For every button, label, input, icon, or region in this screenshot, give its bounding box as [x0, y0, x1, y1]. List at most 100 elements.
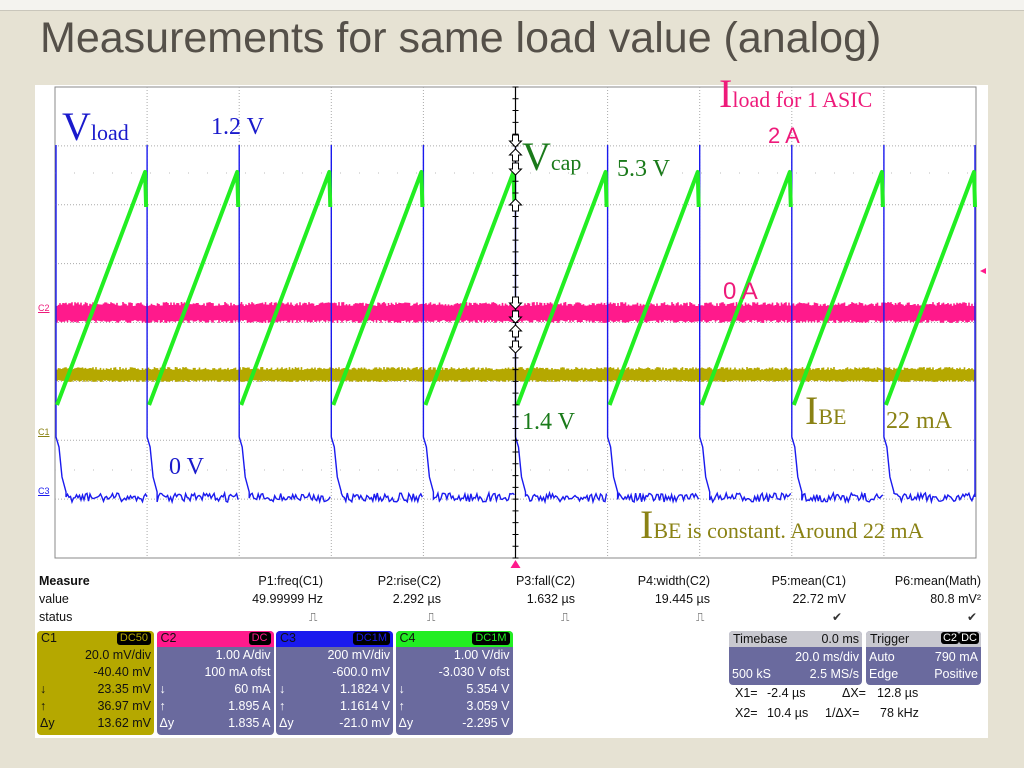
- cursor-arrow-icon: [508, 198, 523, 212]
- channel-box-c3[interactable]: C3 DC1M 200 mV/div -600.0 mV ↓ 1.1824 V ↑ 1…: [276, 631, 393, 735]
- c3-marker: C3: [38, 486, 50, 496]
- channel-up: 1.895 A: [228, 699, 271, 713]
- iload-label: Iload for 1 ASIC: [719, 71, 873, 116]
- param-name: P5:mean(C1): [771, 574, 846, 588]
- cursor-arrow-icon: [508, 324, 523, 338]
- channel-name: C3: [280, 631, 296, 645]
- iload-max-label: 2 A: [768, 123, 800, 148]
- status-row-label: status: [39, 610, 73, 624]
- timebase-delay: 0.0 ms: [821, 632, 859, 646]
- param-value: 2.292 µs: [392, 592, 441, 606]
- cursor-dx-label: ΔX=: [842, 686, 866, 700]
- channel-up: 3.059 V: [466, 699, 510, 713]
- channel-box-c4[interactable]: C4 DC1M 1.00 V/div -3.030 V ofst ↓ 5.354 V…: [395, 631, 513, 735]
- channel-name: C2: [160, 631, 177, 645]
- vload-label: Vload: [62, 104, 129, 149]
- up-key: ↑: [398, 699, 405, 713]
- cursor-x1-value: -2.4 µs: [767, 686, 806, 700]
- param-name: P1:freq(C1): [258, 574, 323, 588]
- timebase-scale: 20.0 ms/div: [795, 650, 859, 664]
- channel-name: C1: [41, 631, 57, 645]
- channel-down: 5.354 V: [466, 682, 510, 696]
- param-name: P3:fall(C2): [515, 574, 575, 588]
- down-key: ↓: [40, 682, 47, 696]
- channel-dy: 1.835 A: [228, 716, 271, 730]
- check-icon: ✔: [967, 610, 978, 624]
- channel-offset: 100 mA ofst: [204, 665, 271, 679]
- pulse-icon: ⎍: [427, 610, 436, 624]
- cursor-inv-value: 78 kHz: [880, 706, 919, 720]
- channel-offset: -600.0 mV: [332, 665, 390, 679]
- trigger-type: Edge: [869, 667, 899, 681]
- channel-up: 36.97 mV: [97, 699, 151, 713]
- trace-c2-iload: [56, 302, 976, 323]
- down-key: ↓: [398, 682, 405, 696]
- cursor-arrow-icon: [508, 310, 523, 324]
- down-key: ↓: [279, 682, 286, 696]
- cursor-x2-label: X2=: [735, 706, 758, 720]
- channel-offset: -3.030 V ofst: [438, 665, 510, 679]
- timebase-label: Timebase: [733, 632, 788, 646]
- measure-header: Measure: [39, 574, 90, 588]
- trigger-source: C2: [940, 632, 959, 644]
- ibe-label: IBE: [805, 388, 847, 433]
- param-name: P2:rise(C2): [377, 574, 441, 588]
- param-name: P6:mean(Math): [894, 574, 981, 588]
- param-value: 1.632 µs: [526, 592, 575, 606]
- down-key: ↓: [159, 682, 166, 696]
- c2-marker: C2: [38, 303, 50, 313]
- measure-panel: Measure value status P1:freq(C1) 49.99999…: [35, 572, 988, 738]
- trace-c3-vload: [55, 145, 976, 505]
- coupling-badge: DC1M: [352, 632, 390, 645]
- dy-key: Δy: [398, 716, 414, 730]
- vload-max-label: 1.2 V: [211, 114, 264, 140]
- vcap-min-label: 1.4 V: [522, 409, 575, 435]
- vload-zero-label: 0 V: [169, 454, 204, 480]
- iload-zero-label: 0 A: [723, 278, 758, 305]
- cursor-arrow-icon: [508, 296, 523, 310]
- channel-offset: -40.40 mV: [93, 665, 151, 679]
- channel-down: 60 mA: [234, 682, 271, 696]
- cursor-inv-label: 1/ΔX=: [825, 706, 860, 720]
- c1-marker: C1: [38, 427, 50, 437]
- check-icon: ✔: [832, 610, 843, 624]
- slide-top-strip: [0, 0, 1024, 11]
- channel-down: 1.1824 V: [339, 682, 390, 696]
- trigger-box[interactable]: Trigger C2 DC Auto 790 mA Edge Positive: [866, 631, 981, 685]
- vcap-label: Vcap: [522, 134, 582, 179]
- channel-name: C4: [399, 631, 416, 645]
- up-key: ↑: [159, 699, 166, 713]
- coupling-badge: DC50: [116, 632, 151, 645]
- up-key: ↑: [40, 699, 47, 713]
- dy-key: Δy: [159, 716, 175, 730]
- channel-down: 23.35 mV: [97, 682, 151, 696]
- cursor-x1-label: X1=: [735, 686, 758, 700]
- dy-key: Δy: [279, 716, 294, 730]
- timebase-rate: 2.5 MS/s: [809, 667, 859, 681]
- channel-scale: 1.00 V/div: [453, 648, 510, 662]
- param-value: 19.445 µs: [654, 592, 710, 606]
- pulse-icon: ⎍: [309, 610, 318, 624]
- channel-scale: 200 mV/div: [327, 648, 390, 662]
- channel-scale: 20.0 mV/div: [84, 648, 151, 662]
- slide-title: Measurements for same load value (analog…: [40, 14, 882, 62]
- timebase-samples: 500 kS: [732, 667, 771, 681]
- trigger-slope: Positive: [934, 667, 978, 681]
- trigger-mode: Auto: [869, 650, 895, 664]
- channel-box-c2[interactable]: C2 DC 1.00 A/div 100 mA ofst ↓ 60 mA ↑ 1.89…: [156, 631, 274, 735]
- pulse-icon: ⎍: [696, 610, 705, 624]
- timebase-box[interactable]: Timebase 0.0 ms 20.0 ms/div 500 kS 2.5 MS…: [729, 631, 862, 685]
- channel-dy: -21.0 mV: [339, 716, 390, 730]
- pulse-icon: ⎍: [561, 610, 570, 624]
- scope-display: Vload 1.2 V 0 V Vcap 5.3 V 1.4 V Iload f…: [35, 74, 988, 572]
- ibe-note: IBE is constant. Around 22 mA: [640, 502, 924, 547]
- param-value: 80.8 mV²: [930, 592, 981, 606]
- channel-dy: 13.62 mV: [97, 716, 151, 730]
- channel-box-c1[interactable]: C1 DC50 20.0 mV/div -40.40 mV ↓ 23.35 mV ↑…: [37, 631, 154, 735]
- cursor-dx-value: 12.8 µs: [877, 686, 919, 700]
- ibe-value-label: 22 mA: [886, 408, 952, 434]
- param-name: P4:width(C2): [637, 574, 710, 588]
- scope-plot: [54, 86, 986, 568]
- channel-up: 1.1614 V: [339, 699, 390, 713]
- param-value: 22.72 mV: [792, 592, 846, 606]
